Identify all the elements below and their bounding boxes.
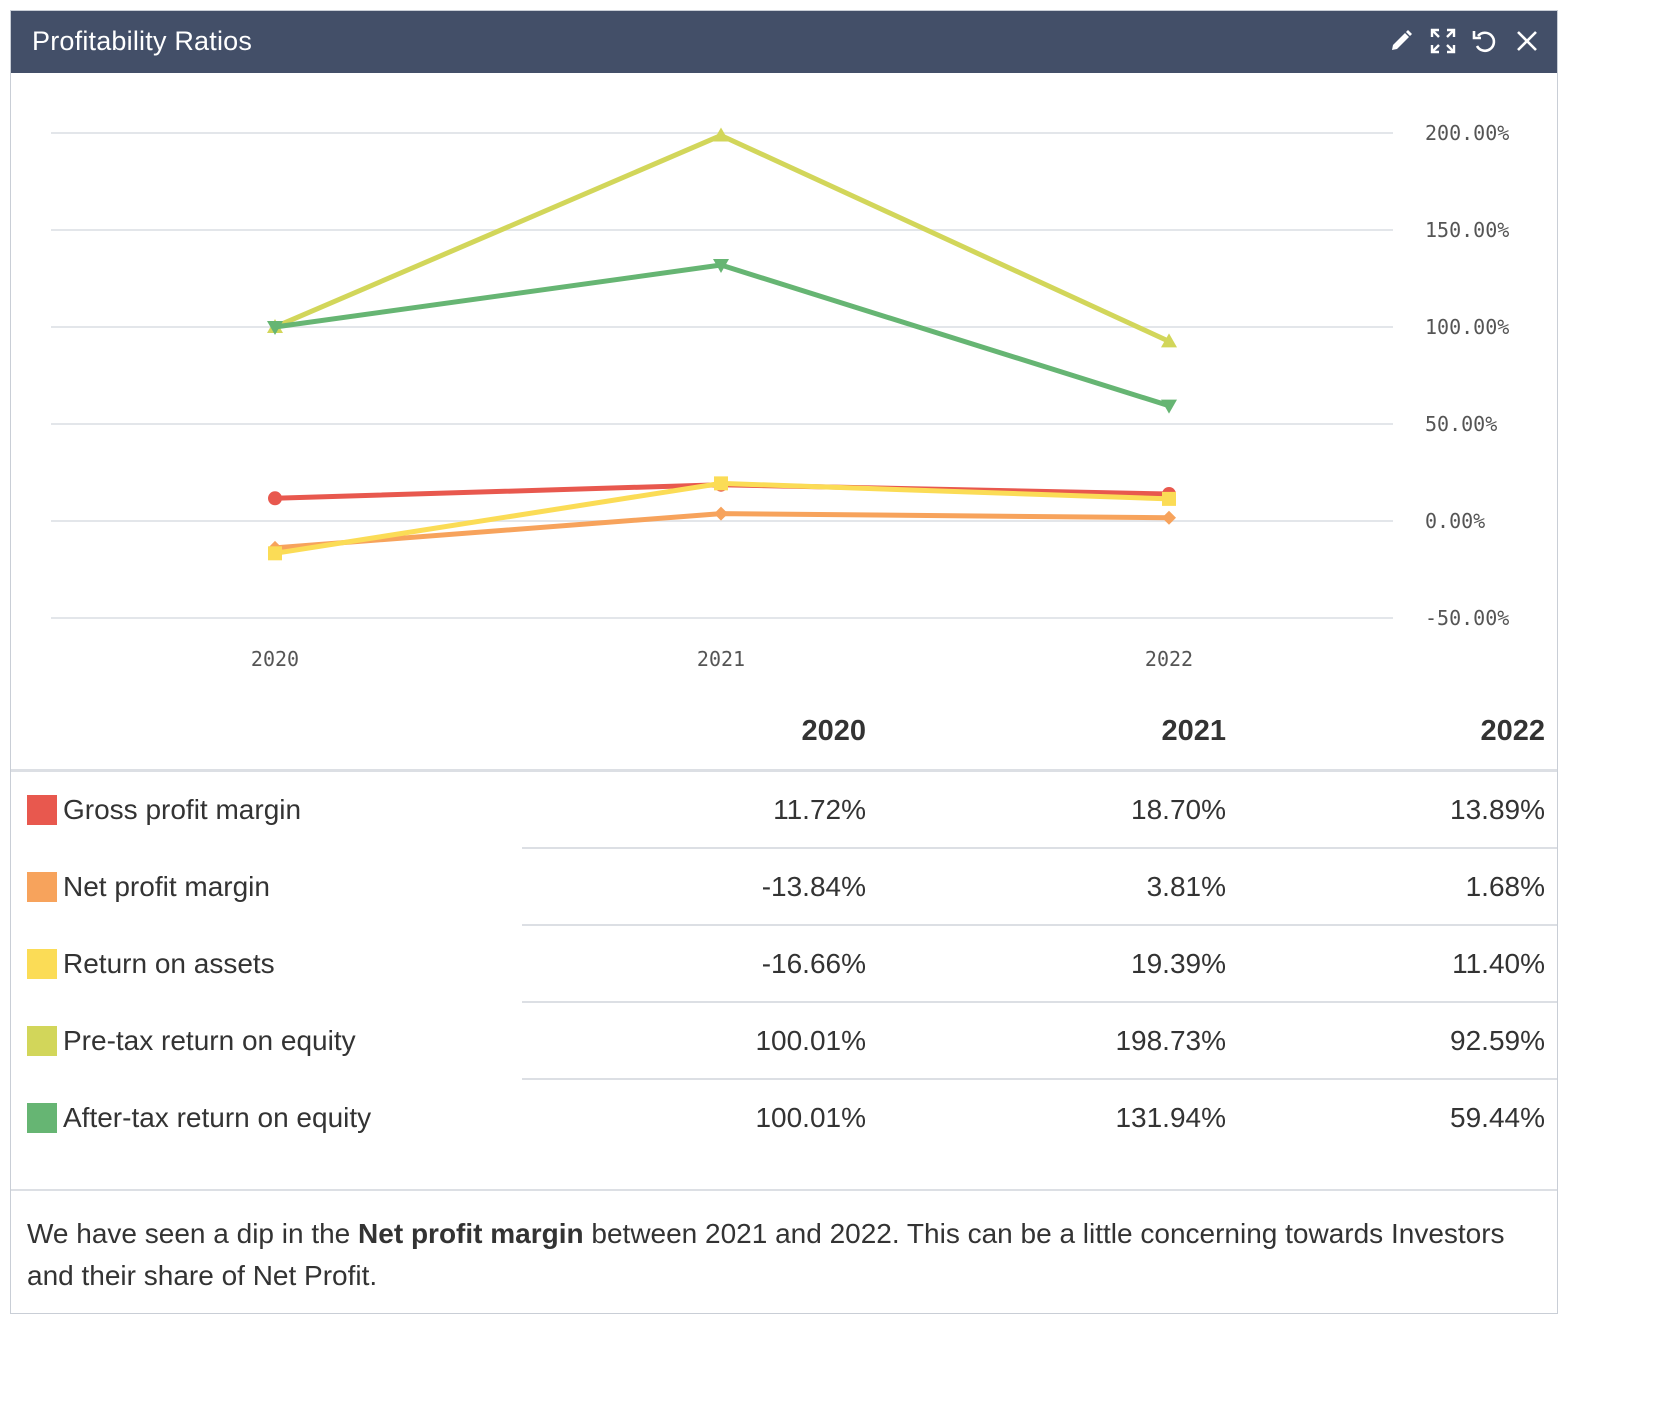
table-row: After-tax return on equity 100.01% 131.9… xyxy=(11,1080,1557,1157)
data-point xyxy=(1162,510,1176,525)
row-value: 18.70% xyxy=(1131,794,1226,825)
row-value: -13.84% xyxy=(761,871,866,902)
row-label: Gross profit margin xyxy=(63,794,302,825)
close-icon[interactable] xyxy=(1511,25,1543,57)
data-point xyxy=(714,476,728,491)
widget-title: Profitability Ratios xyxy=(32,26,253,56)
row-value: 1.68% xyxy=(1465,871,1545,902)
refresh-icon[interactable] xyxy=(1469,25,1501,57)
legend-swatch xyxy=(27,1026,57,1056)
table-header: 2020 2021 2022 xyxy=(11,701,1557,772)
note-text: We have seen a dip in the xyxy=(27,1218,359,1249)
data-point xyxy=(1162,491,1176,506)
row-value: 198.73% xyxy=(1115,1025,1226,1056)
legend-swatch xyxy=(27,872,57,902)
row-label: After-tax return on equity xyxy=(63,1102,372,1133)
series-line xyxy=(274,262,1170,409)
table-row: Net profit margin -13.84% 3.81% 1.68% xyxy=(11,849,1557,926)
table-row: Return on assets -16.66% 19.39% 11.40% xyxy=(11,926,1557,1003)
row-divider xyxy=(522,1001,1557,1003)
y-tick-label: 50.00% xyxy=(1425,412,1497,436)
x-tick-label: 2021 xyxy=(697,647,745,671)
table-header-2022: 2022 xyxy=(1480,715,1545,747)
note-text-end: between 2021 and 2022. This can be a lit… xyxy=(27,1218,1505,1291)
data-point xyxy=(713,127,729,142)
x-tick-label: 2022 xyxy=(1145,647,1193,671)
table-header-2021: 2021 xyxy=(1161,715,1226,747)
row-value: 11.40% xyxy=(1452,948,1545,979)
commentary-footer: We have seen a dip in the Net profit mar… xyxy=(11,1189,1557,1315)
widget-toolbar xyxy=(1385,25,1543,57)
row-label: Net profit margin xyxy=(63,871,270,902)
row-value: 131.94% xyxy=(1115,1102,1226,1133)
y-tick-label: 0.00% xyxy=(1425,509,1485,533)
row-value: 13.89% xyxy=(1450,794,1545,825)
y-tick-label: 200.00% xyxy=(1425,121,1509,145)
row-value: 19.39% xyxy=(1131,948,1226,979)
commentary-text: We have seen a dip in the Net profit mar… xyxy=(27,1213,1527,1297)
row-value: 100.01% xyxy=(755,1102,866,1133)
row-value: -16.66% xyxy=(761,948,866,979)
table-row: Pre-tax return on equity 100.01% 198.73%… xyxy=(11,1003,1557,1080)
row-value: 92.59% xyxy=(1450,1025,1545,1056)
row-label: Pre-tax return on equity xyxy=(63,1025,356,1056)
data-point xyxy=(267,320,283,335)
row-value: 100.01% xyxy=(755,1025,866,1056)
y-tick-label: -50.00% xyxy=(1425,606,1509,630)
row-value: 3.81% xyxy=(1146,871,1226,902)
legend-swatch xyxy=(27,795,57,825)
note-highlight: Net profit margin xyxy=(358,1218,584,1249)
row-divider xyxy=(522,1078,1557,1080)
data-point xyxy=(268,546,282,561)
data-point xyxy=(268,491,282,506)
data-point xyxy=(1161,399,1177,414)
row-label: Return on assets xyxy=(63,948,275,979)
profitability-ratios-widget: Profitability Ratios 200.00% 150.00% 100.0… xyxy=(10,10,1558,1314)
data-point xyxy=(713,259,729,274)
data-point xyxy=(714,506,728,521)
row-divider xyxy=(522,847,1557,849)
legend-swatch xyxy=(27,1103,57,1133)
data-point xyxy=(1161,333,1177,348)
profitability-line-chart: 200.00% 150.00% 100.00% 50.00% 0.00% -50.00% 2… xyxy=(51,121,1509,671)
y-tick-label: 150.00% xyxy=(1425,218,1509,242)
legend-swatch xyxy=(27,949,57,979)
expand-icon[interactable] xyxy=(1427,25,1459,57)
row-value: 59.44% xyxy=(1450,1102,1545,1133)
row-divider xyxy=(522,924,1557,926)
edit-icon[interactable] xyxy=(1385,25,1417,57)
y-tick-label: 100.00% xyxy=(1425,315,1509,339)
widget-header: Profitability Ratios xyxy=(11,11,1557,73)
table-row: Gross profit margin 11.72% 18.70% 13.89% xyxy=(11,772,1557,849)
row-value: 11.72% xyxy=(773,794,866,825)
x-tick-label: 2020 xyxy=(251,647,299,671)
table-header-2020: 2020 xyxy=(801,715,866,747)
